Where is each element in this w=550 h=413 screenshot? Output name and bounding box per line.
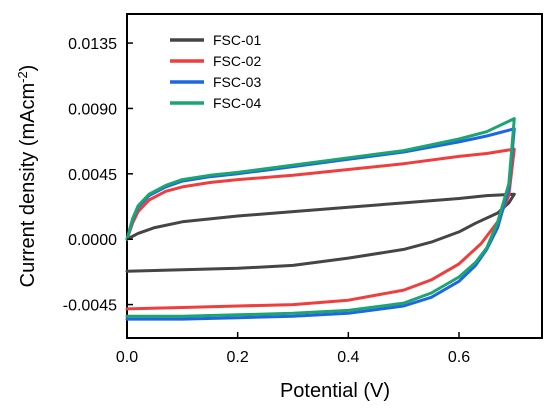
x-tick-label: 0.4 xyxy=(337,349,359,366)
x-axis: 0.0 0.2 0.4 0.6 xyxy=(116,332,470,366)
y-axis-title-close: ) xyxy=(17,65,39,72)
x-tick-label: 0.0 xyxy=(116,349,138,366)
series-layer xyxy=(125,117,516,321)
legend-label-fsc-02: FSC-02 xyxy=(213,53,261,69)
legend-label-fsc-03: FSC-03 xyxy=(213,74,261,90)
legend: FSC-01 FSC-02 FSC-03 FSC-04 xyxy=(170,32,261,111)
y-axis-title-main: Current density (mAcm xyxy=(17,83,39,288)
series-line-fsc-04 xyxy=(125,117,516,318)
y-tick-label: 0.0000 xyxy=(68,232,117,249)
x-tick-label: 0.2 xyxy=(227,349,249,366)
series-line-fsc-02 xyxy=(125,147,516,311)
x-axis-title: Potential (V) xyxy=(280,380,390,402)
y-axis-title: Current density (mAcm-2) xyxy=(15,65,40,288)
y-tick-label: -0.0045 xyxy=(63,298,117,315)
y-axis-title-superscript: -2 xyxy=(15,71,30,83)
y-tick-label: 0.0135 xyxy=(68,36,117,53)
legend-label-fsc-04: FSC-04 xyxy=(213,95,261,111)
y-axis: -0.0045 0.0000 0.0045 0.0090 0.0135 xyxy=(63,36,133,315)
series-line-fsc-01 xyxy=(125,192,516,273)
legend-label-fsc-01: FSC-01 xyxy=(213,32,261,48)
y-tick-label: 0.0045 xyxy=(68,167,117,184)
x-tick-label: 0.6 xyxy=(448,349,470,366)
plot-frame xyxy=(126,13,543,339)
y-tick-label: 0.0090 xyxy=(68,101,117,118)
